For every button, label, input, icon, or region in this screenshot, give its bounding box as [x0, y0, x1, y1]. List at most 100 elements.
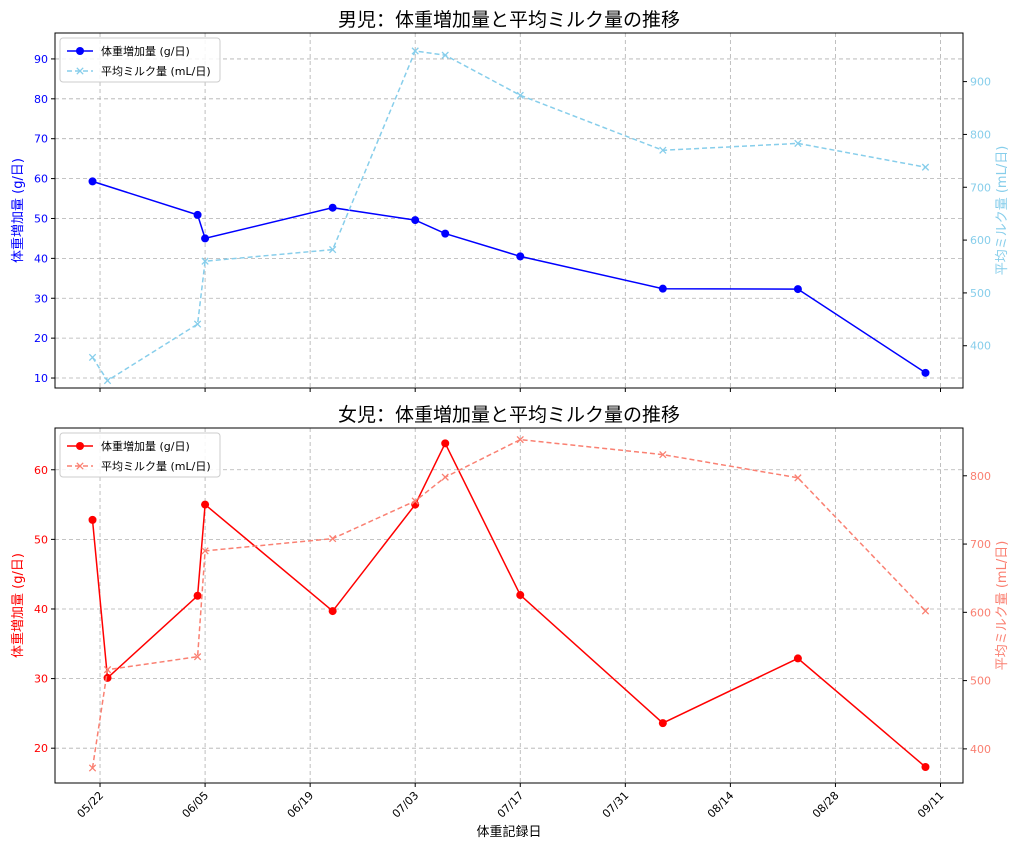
y2-tick-label: 900	[970, 76, 991, 89]
y2-tick-label: 400	[970, 743, 991, 756]
y-tick-label: 80	[34, 93, 48, 106]
y2-tick-label: 600	[970, 606, 991, 619]
y-tick-label: 60	[34, 173, 48, 186]
data-point	[794, 474, 802, 482]
series-line-weight-gain	[91, 441, 926, 768]
data-point	[193, 210, 202, 219]
data-point	[88, 515, 97, 524]
data-point	[88, 177, 97, 186]
y-tick-label: 40	[34, 603, 48, 616]
x-tick-label: 08/28	[810, 789, 842, 821]
y-tick-label: 70	[34, 133, 48, 146]
data-point	[328, 245, 337, 254]
data-point	[516, 435, 524, 444]
y-axis-label: 体重増加量 (g/日)	[10, 158, 26, 263]
data-point	[88, 353, 97, 362]
legend-box	[59, 432, 221, 478]
legend-marker	[76, 462, 84, 470]
data-point	[793, 654, 802, 663]
legend-marker	[76, 67, 84, 75]
y-tick-label: 20	[34, 742, 48, 755]
legend-entry: 体重増加量 (g/日)	[101, 439, 190, 453]
legend-entry: 体重増加量 (g/日)	[101, 44, 190, 58]
series-line-weight-gain	[92, 180, 926, 374]
data-point	[193, 653, 202, 661]
data-point	[659, 146, 667, 154]
data-point	[201, 500, 210, 509]
x-tick-label: 07/17	[495, 789, 527, 821]
legend: 体重増加量 (g/日) 平均ミルク量 (mL/日)	[59, 37, 221, 83]
data-point	[103, 666, 112, 674]
data-point	[921, 762, 930, 771]
x-tick-label: 09/11	[915, 789, 947, 821]
x-tick-label: 07/03	[390, 789, 422, 821]
data-point	[516, 91, 524, 99]
y-tick-label: 30	[34, 292, 48, 305]
series-line-milk-volume	[91, 438, 927, 769]
y2-tick-label: 800	[970, 470, 991, 483]
data-point	[201, 257, 209, 265]
legend-box	[59, 37, 221, 83]
x-tick-label: 06/05	[180, 789, 212, 821]
x-tick-label: 06/19	[285, 789, 317, 821]
legend: 体重増加量 (g/日) 平均ミルク量 (mL/日)	[59, 432, 221, 478]
data-point	[411, 216, 420, 225]
chart-title: 男児：体重増加量と平均ミルク量の推移	[338, 9, 680, 31]
data-point	[441, 473, 449, 481]
y-tick-label: 60	[34, 464, 48, 477]
data-point	[921, 368, 930, 377]
data-point	[658, 284, 667, 293]
y2-tick-label: 700	[970, 181, 991, 194]
data-point	[794, 139, 802, 148]
y-tick-label: 50	[34, 533, 48, 546]
data-point	[201, 234, 210, 243]
data-point	[411, 47, 419, 55]
y-tick-label: 30	[34, 673, 48, 686]
data-point	[516, 591, 525, 600]
plot-frame	[54, 32, 964, 389]
y2-tick-label: 500	[970, 675, 991, 688]
y-tick-label: 90	[34, 53, 48, 66]
data-point	[516, 252, 525, 261]
y2-axis-label: 平均ミルク量 (mL/日)	[995, 146, 1010, 276]
data-point	[441, 51, 449, 59]
x-tick-label: 05/22	[75, 789, 107, 821]
series-line-milk-volume	[91, 50, 926, 382]
data-point	[328, 203, 337, 212]
data-point	[921, 163, 930, 171]
data-point	[328, 534, 337, 543]
x-tick-label: 07/31	[600, 789, 632, 821]
data-point	[411, 497, 419, 505]
x-axis-label: 体重記録日	[476, 824, 541, 840]
data-point	[193, 320, 202, 328]
data-point	[328, 607, 337, 616]
x-tick-label: 08/14	[705, 789, 737, 821]
chart-panel-2: 05/22 06/05 06/19 07/03 07/17 07/31 08/14 08/28…	[10, 404, 1010, 840]
data-point	[659, 450, 667, 459]
data-point	[201, 547, 209, 555]
y2-tick-label: 600	[970, 234, 991, 247]
data-point	[441, 229, 450, 238]
y-tick-label: 50	[34, 212, 48, 225]
legend-marker	[76, 442, 84, 450]
chart-title: 女児：体重増加量と平均ミルク量の推移	[338, 404, 680, 426]
y2-tick-label: 400	[970, 340, 991, 353]
legend-entry: 平均ミルク量 (mL/日)	[101, 460, 211, 473]
y-axis-label: 体重増加量 (g/日)	[10, 553, 26, 658]
y2-tick-label: 500	[970, 287, 991, 300]
chart-panel-1: 10 20 30 40 50 60 70 80 90 400 500 600 700 800 900 男児：体…	[10, 9, 1010, 392]
plot-frame	[54, 427, 964, 784]
data-point	[88, 764, 97, 772]
legend-marker	[76, 47, 84, 55]
data-point	[921, 607, 930, 615]
y2-tick-label: 700	[970, 538, 991, 551]
data-point	[658, 719, 667, 728]
data-point	[103, 673, 112, 682]
y-tick-label: 10	[34, 372, 48, 385]
data-point	[441, 439, 450, 448]
y2-axis-label: 平均ミルク量 (mL/日)	[995, 541, 1010, 671]
y-tick-label: 40	[34, 252, 48, 265]
y-tick-label: 20	[34, 332, 48, 345]
data-point	[103, 376, 112, 385]
